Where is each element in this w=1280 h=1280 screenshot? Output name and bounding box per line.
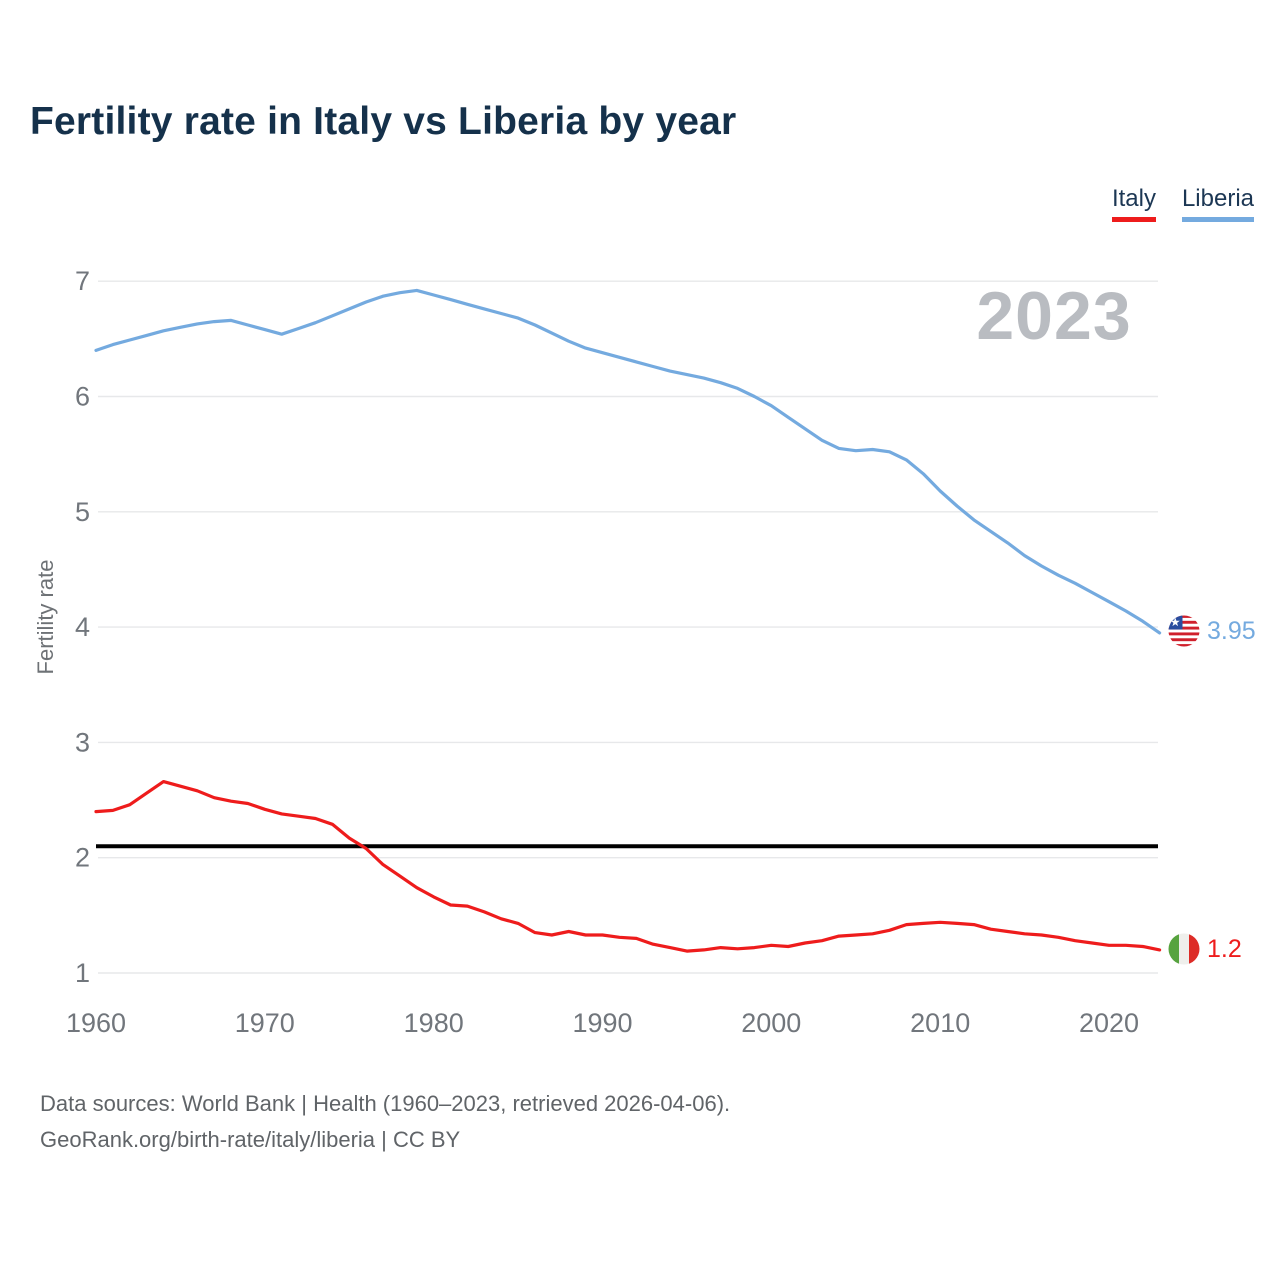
svg-text:2000: 2000	[741, 1008, 801, 1038]
liberia-end-value: 3.95	[1207, 616, 1256, 645]
license-line: GeoRank.org/birth-rate/italy/liberia | C…	[40, 1127, 461, 1152]
source-attribution: Data sources: World Bank | Health (1960–…	[40, 1086, 730, 1158]
liberia-flag-icon	[1168, 615, 1200, 647]
fertility-line-chart: 1 2 3 4 5 6 7 1960 1970 1980 1990 2000 2010 2020	[66, 266, 1162, 1038]
svg-text:4: 4	[75, 612, 90, 642]
liberia-end-label: 3.95	[1168, 615, 1256, 647]
svg-text:5: 5	[75, 497, 90, 527]
svg-text:1970: 1970	[235, 1008, 295, 1038]
svg-text:1990: 1990	[572, 1008, 632, 1038]
legend: Italy Liberia	[1111, 186, 1254, 223]
page-title: Fertility rate in Italy vs Liberia by ye…	[30, 100, 737, 143]
legend-item-liberia[interactable]: Liberia	[1181, 186, 1254, 223]
svg-text:2020: 2020	[1079, 1008, 1139, 1038]
italy-end-value: 1.2	[1207, 934, 1242, 963]
data-sources-line: Data sources: World Bank | Health (1960–…	[40, 1091, 731, 1116]
svg-text:2: 2	[75, 843, 90, 873]
svg-text:1980: 1980	[404, 1008, 464, 1038]
svg-text:6: 6	[75, 382, 90, 412]
svg-text:7: 7	[75, 266, 90, 296]
svg-text:1960: 1960	[66, 1008, 126, 1038]
legend-item-italy[interactable]: Italy	[1111, 186, 1156, 223]
y-axis-label: Fertility rate	[33, 559, 58, 675]
year-watermark: 2023	[976, 278, 1132, 354]
svg-text:2010: 2010	[910, 1008, 970, 1038]
italy-flag-icon	[1168, 933, 1200, 965]
svg-text:1: 1	[75, 958, 90, 988]
italy-end-label: 1.2	[1168, 933, 1242, 965]
svg-text:3: 3	[75, 727, 90, 757]
